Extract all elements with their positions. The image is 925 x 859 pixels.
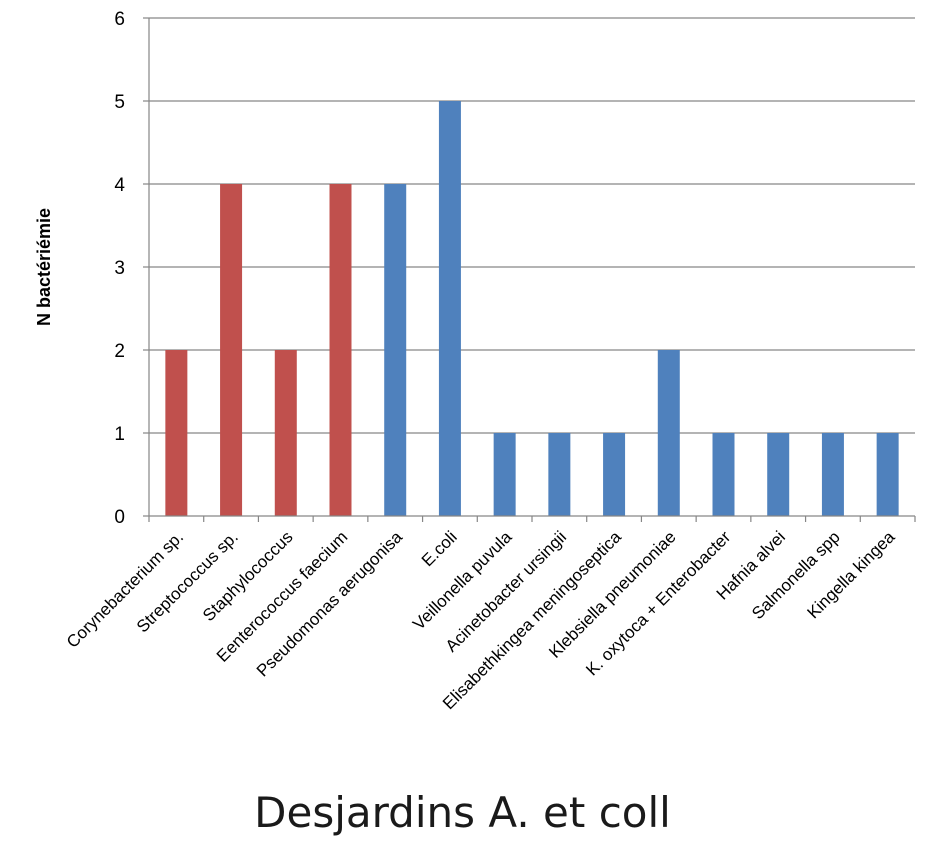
- y-tick-label: 4: [114, 175, 125, 196]
- bar: [438, 101, 461, 516]
- x-tick-label: E.coli: [418, 527, 461, 570]
- bar: [384, 184, 407, 516]
- bar: [603, 433, 626, 516]
- bar: [712, 433, 735, 516]
- chart-caption: Desjardins A. et coll: [254, 788, 671, 837]
- gridlines: [149, 17, 915, 434]
- bar: [876, 433, 899, 516]
- bar: [493, 433, 516, 516]
- axes: [143, 17, 916, 522]
- bars: [165, 101, 899, 516]
- y-tick-label: 0: [114, 507, 125, 528]
- bar: [767, 433, 790, 516]
- bar: [821, 433, 844, 516]
- y-tick-label: 3: [114, 258, 125, 279]
- x-tick-labels: Corynebacterium sp.Streptococcus sp.Stap…: [63, 527, 899, 713]
- y-tick-label: 5: [114, 92, 125, 113]
- bar: [220, 184, 243, 516]
- y-tick-label: 2: [114, 341, 125, 362]
- bar: [548, 433, 571, 516]
- x-tick-label: Veillonella puvula: [409, 527, 516, 634]
- y-tick-label: 6: [114, 9, 125, 30]
- y-tick-label: 1: [114, 424, 125, 445]
- bar: [329, 184, 352, 516]
- bar: [274, 350, 297, 516]
- bar-chart: 0 1 2 3 4 5 6 Corynebacterium sp.Streptococcus…: [34, 9, 916, 713]
- y-axis-label: N bactériémie: [34, 208, 54, 326]
- bar: [657, 350, 680, 516]
- x-tick-label: Streptococcus sp.: [133, 527, 242, 636]
- y-tick-labels: 0 1 2 3 4 5 6: [114, 9, 125, 528]
- bar: [165, 350, 188, 516]
